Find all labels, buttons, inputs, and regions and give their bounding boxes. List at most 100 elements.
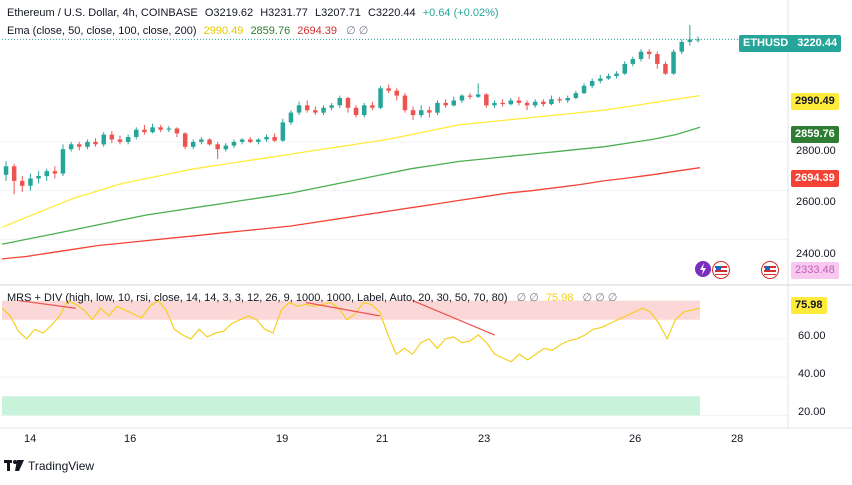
ema-line-ema50 [1,94,701,228]
candle-body [500,102,505,105]
ghost-price-label: 2333.48 [791,262,839,279]
candle-body [182,133,188,147]
ema-line-ema100 [1,126,701,245]
candle-body [516,100,522,103]
candle-body [492,102,497,106]
ema-legend: Ema (close, 50, close, 100, close, 200) … [7,24,368,37]
ema100-price-label: 2859.76 [791,126,839,143]
indicator-legend-label: MRS + DIV (high, low, 10, rsi, close, 14… [7,292,508,304]
candle-body [337,98,342,106]
candle-body [207,139,212,145]
candle-body [93,141,98,145]
candle-body [174,128,180,134]
candle-body [695,39,701,41]
ema200-legend-value: 2694.39 [297,25,338,37]
ema-legend-suffix: ∅ ∅ [346,25,369,37]
candle-body [85,141,90,147]
candle-body [532,101,538,106]
candle-body [28,178,33,186]
candle-body [239,139,245,142]
candle-body [280,122,286,141]
candle-body [313,110,318,113]
candle-body [467,95,473,97]
ema-lines [1,94,701,260]
candle-body [573,93,579,98]
candle-body [589,81,595,86]
ethusd-value: 3220.44 [797,37,838,49]
candle-body [256,139,261,142]
candle-body [427,110,432,113]
candle-body [353,107,359,116]
indicator-legend-prefix: ∅ ∅ [516,292,539,304]
candle-body [3,166,9,175]
ohlc-high: H3231.77 [260,7,308,19]
candle-body [508,100,513,105]
candles [2,24,788,195]
us-flag-icon[interactable] [712,261,730,279]
candle-body [378,88,383,108]
candle-body [109,134,115,140]
rsi-line [1,299,701,363]
indicator-legend-suffix: ∅ ∅ ∅ [582,292,618,304]
candle-body [77,144,82,147]
ema50-price-label: 2990.49 [791,93,839,110]
candle-body [459,95,465,101]
candle-body [191,141,196,147]
candle-body [117,139,123,142]
rsi-tick-40: 40.00 [798,368,826,380]
tradingview-name: TradingView [28,459,95,473]
ema50-legend-value: 2990.49 [203,25,244,37]
candle-body [655,54,660,64]
rsi-zones [2,300,700,416]
candle-body [630,59,636,64]
rsi-line [1,299,701,363]
candle-body [11,166,17,181]
candle-body [101,134,106,145]
candle-body [410,110,416,116]
time-tick-26: 26 [629,433,642,445]
candle-body [134,129,139,137]
candle-body [68,144,74,150]
time-tick-28: 28 [731,433,744,445]
candle-body [614,73,619,76]
candle-body [394,90,399,96]
tradingview-logo-icon [4,460,24,471]
time-tick-23: 23 [478,433,491,445]
time-tick-21: 21 [376,433,389,445]
candle-body [158,127,163,130]
candle-body [305,105,310,111]
candle-body [150,127,155,133]
candle-body [142,129,147,133]
candle-body [687,39,693,42]
candle-body [288,112,294,123]
ohlc-change: +0.64 (+0.02%) [422,7,499,19]
candle-body [549,99,554,105]
bearish-divergence-line [305,301,380,317]
indicator-legend-value: 75.98 [545,292,574,304]
lightning-icon[interactable] [695,261,711,277]
candle-body [20,180,25,186]
candle-body [199,139,204,142]
oversold-zone [2,396,700,416]
candle-body [44,171,49,177]
candle-body [166,128,172,130]
ohlc-open: O3219.62 [204,7,254,19]
us-flag-icon[interactable] [761,261,779,279]
candle-body [36,176,41,179]
candle-body [524,102,530,106]
candle-body [663,63,668,74]
candle-body [484,94,489,106]
candle-body [565,98,570,101]
bearish-divergence-line [18,299,76,309]
ethusd-name: ETHUSD [743,37,789,49]
tradingview-branding[interactable]: TradingView [4,459,94,473]
candle-body [321,107,326,113]
candle-body [223,145,229,150]
candle-body [622,63,627,74]
symbol-legend: Ethereum / U.S. Dollar, 4h, COINBASE O32… [7,7,499,19]
candle-body [329,105,334,108]
candle-body [215,144,220,150]
ohlc-close: C3220.44 [367,7,416,19]
indicator-legend: MRS + DIV (high, low, 10, rsi, close, 14… [7,291,617,304]
